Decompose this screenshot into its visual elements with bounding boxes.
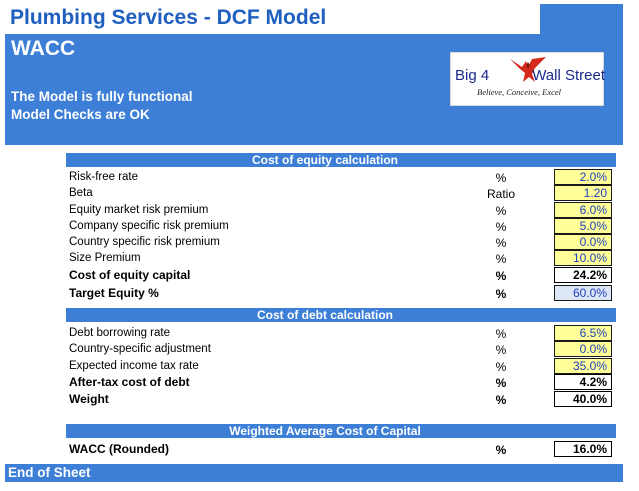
row-unit: Ratio bbox=[486, 187, 515, 201]
risk-free-rate-input[interactable]: 2.0% bbox=[554, 169, 612, 185]
table-row: Risk-free rate % 2.0% bbox=[66, 169, 616, 185]
cost-of-debt-header: Cost of debt calculation bbox=[66, 308, 616, 322]
logo-tagline: Believe, Conceive, Excel bbox=[477, 87, 561, 97]
row-label: Size Premium bbox=[69, 252, 141, 264]
header-banner: WACC The Model is fully functional Model… bbox=[5, 34, 623, 145]
row-unit: % bbox=[495, 393, 507, 407]
cost-of-equity-value[interactable]: 24.2% bbox=[554, 267, 612, 283]
company-risk-premium-input[interactable]: 5.0% bbox=[554, 218, 612, 234]
target-equity-input[interactable]: 60.0% bbox=[554, 285, 612, 301]
row-unit: % bbox=[495, 220, 507, 234]
row-unit: % bbox=[495, 343, 507, 357]
row-label: Debt borrowing rate bbox=[69, 327, 170, 339]
sheet-title: WACC bbox=[11, 37, 76, 60]
row-unit: % bbox=[495, 269, 507, 283]
table-row: Expected income tax rate % 35.0% bbox=[66, 358, 616, 374]
status-checks: Model Checks are OK bbox=[11, 107, 150, 122]
wacc-value[interactable]: 16.0% bbox=[554, 441, 612, 457]
table-row: Beta Ratio 1.20 bbox=[66, 185, 616, 201]
table-row: Company specific risk premium % 5.0% bbox=[66, 218, 616, 234]
logo-text-right: Wall Street bbox=[532, 67, 605, 84]
row-unit: % bbox=[495, 443, 507, 457]
footer-banner: End of Sheet bbox=[5, 464, 623, 482]
table-row: Target Equity % % 60.0% bbox=[66, 285, 616, 301]
debt-weight-value[interactable]: 40.0% bbox=[554, 391, 612, 407]
table-row: Country-specific adjustment % 0.0% bbox=[66, 341, 616, 357]
eagle-logo-icon bbox=[510, 57, 546, 82]
row-label: Country specific risk premium bbox=[69, 236, 220, 248]
row-label: Equity market risk premium bbox=[69, 204, 209, 216]
row-label: Company specific risk premium bbox=[69, 220, 229, 232]
row-unit: % bbox=[495, 204, 507, 218]
company-logo: Big 4 Wall Street Believe, Conceive, Exce… bbox=[450, 52, 605, 106]
end-of-sheet: End of Sheet bbox=[8, 465, 91, 480]
table-row: Debt borrowing rate % 6.5% bbox=[66, 325, 616, 341]
table-row: Cost of equity capital % 24.2% bbox=[66, 267, 616, 283]
row-unit: % bbox=[495, 376, 507, 390]
logo-text-left: Big 4 bbox=[455, 67, 490, 84]
row-unit: % bbox=[495, 252, 507, 266]
wacc-header: Weighted Average Cost of Capital bbox=[66, 424, 616, 438]
row-label: After-tax cost of debt bbox=[69, 375, 190, 389]
row-label: Risk-free rate bbox=[69, 171, 139, 183]
row-unit: % bbox=[495, 360, 507, 374]
row-label: Cost of equity capital bbox=[69, 268, 191, 282]
after-tax-cost-of-debt-value[interactable]: 4.2% bbox=[554, 374, 612, 390]
row-label: Target Equity % bbox=[69, 286, 159, 300]
row-label: Beta bbox=[69, 187, 93, 199]
equity-market-risk-premium-input[interactable]: 6.0% bbox=[554, 202, 612, 218]
row-unit: % bbox=[495, 327, 507, 341]
model-title: Plumbing Services - DCF Model bbox=[10, 6, 327, 29]
debt-borrowing-rate-input[interactable]: 6.5% bbox=[554, 325, 612, 341]
row-label: Expected income tax rate bbox=[69, 360, 199, 372]
row-unit: % bbox=[495, 236, 507, 250]
row-unit: % bbox=[495, 171, 507, 185]
logo-wordmark: Big 4 Wall Street bbox=[455, 67, 605, 84]
beta-input[interactable]: 1.20 bbox=[554, 185, 612, 201]
cost-of-equity-header: Cost of equity calculation bbox=[66, 153, 616, 167]
row-label: Country-specific adjustment bbox=[69, 343, 211, 355]
table-row: Equity market risk premium % 6.0% bbox=[66, 202, 616, 218]
row-label: Weight bbox=[69, 392, 109, 406]
table-row: Size Premium % 10.0% bbox=[66, 250, 616, 266]
tax-rate-input[interactable]: 35.0% bbox=[554, 358, 612, 374]
row-label: WACC (Rounded) bbox=[69, 442, 169, 456]
banner-corner bbox=[540, 4, 623, 36]
table-row: WACC (Rounded) % 16.0% bbox=[66, 441, 616, 457]
row-unit: % bbox=[495, 287, 507, 301]
table-row: After-tax cost of debt % 4.2% bbox=[66, 374, 616, 390]
table-row: Weight % 40.0% bbox=[66, 391, 616, 407]
table-row: Country specific risk premium % 0.0% bbox=[66, 234, 616, 250]
status-functional: The Model is fully functional bbox=[11, 89, 193, 104]
size-premium-input[interactable]: 10.0% bbox=[554, 250, 612, 266]
country-adjustment-input[interactable]: 0.0% bbox=[554, 341, 612, 357]
country-risk-premium-input[interactable]: 0.0% bbox=[554, 234, 612, 250]
